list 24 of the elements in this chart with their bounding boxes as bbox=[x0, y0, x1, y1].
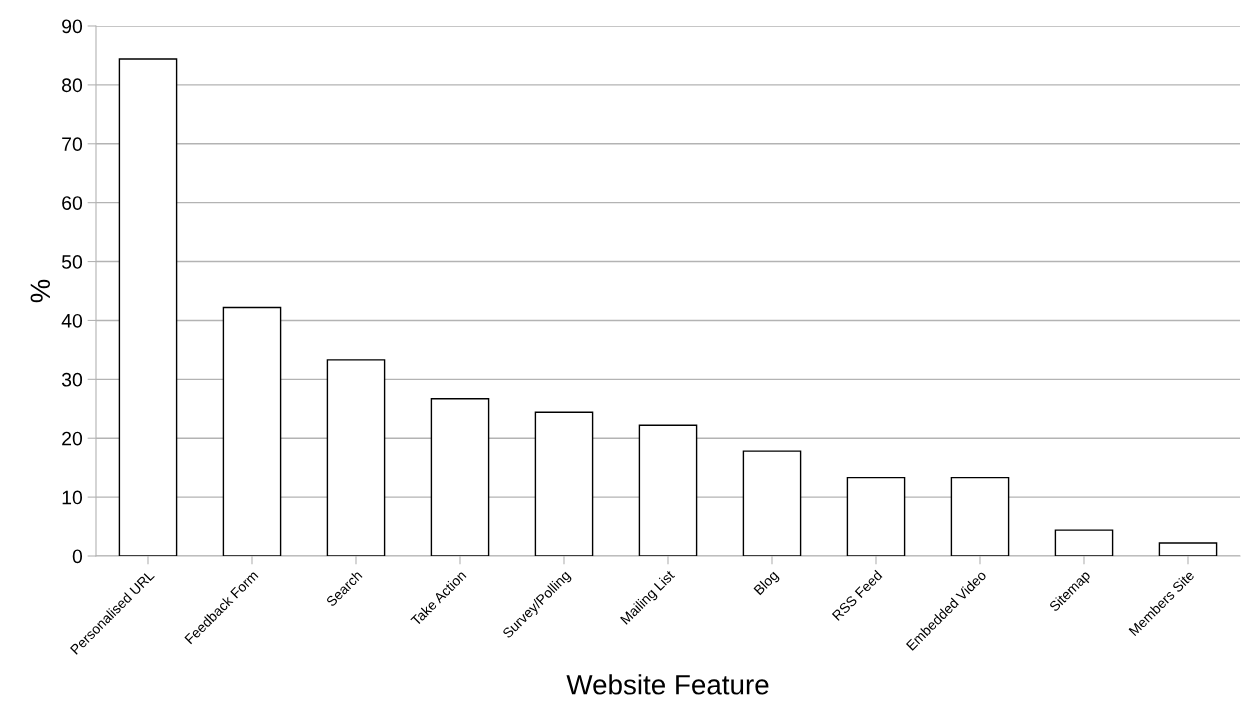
y-tick-label: 50 bbox=[61, 255, 83, 269]
bar bbox=[118, 58, 178, 556]
y-tick-label: 20 bbox=[62, 431, 83, 446]
bar bbox=[950, 476, 1010, 556]
bar bbox=[326, 359, 386, 556]
x-axis-title: Website Feature bbox=[566, 674, 769, 695]
bar bbox=[742, 450, 802, 556]
bar bbox=[638, 424, 698, 556]
y-tick-label: 10 bbox=[62, 490, 83, 505]
y-tick-label: 30 bbox=[61, 372, 83, 387]
bar bbox=[846, 476, 906, 556]
y-tick-label: 90 bbox=[62, 19, 83, 34]
bar bbox=[534, 411, 594, 556]
bar bbox=[1054, 529, 1114, 556]
bar bbox=[430, 398, 490, 556]
x-tick-label: Blog bbox=[753, 569, 781, 598]
y-tick-label: 60 bbox=[62, 196, 83, 210]
y-tick-label: 40 bbox=[61, 313, 83, 328]
y-tick-label: 80 bbox=[62, 78, 83, 93]
bar bbox=[222, 306, 282, 556]
y-tick-label: 0 bbox=[72, 549, 83, 564]
y-tick-label: 70 bbox=[62, 137, 83, 152]
bar bbox=[1158, 542, 1218, 556]
y-axis-title: % bbox=[30, 279, 51, 303]
